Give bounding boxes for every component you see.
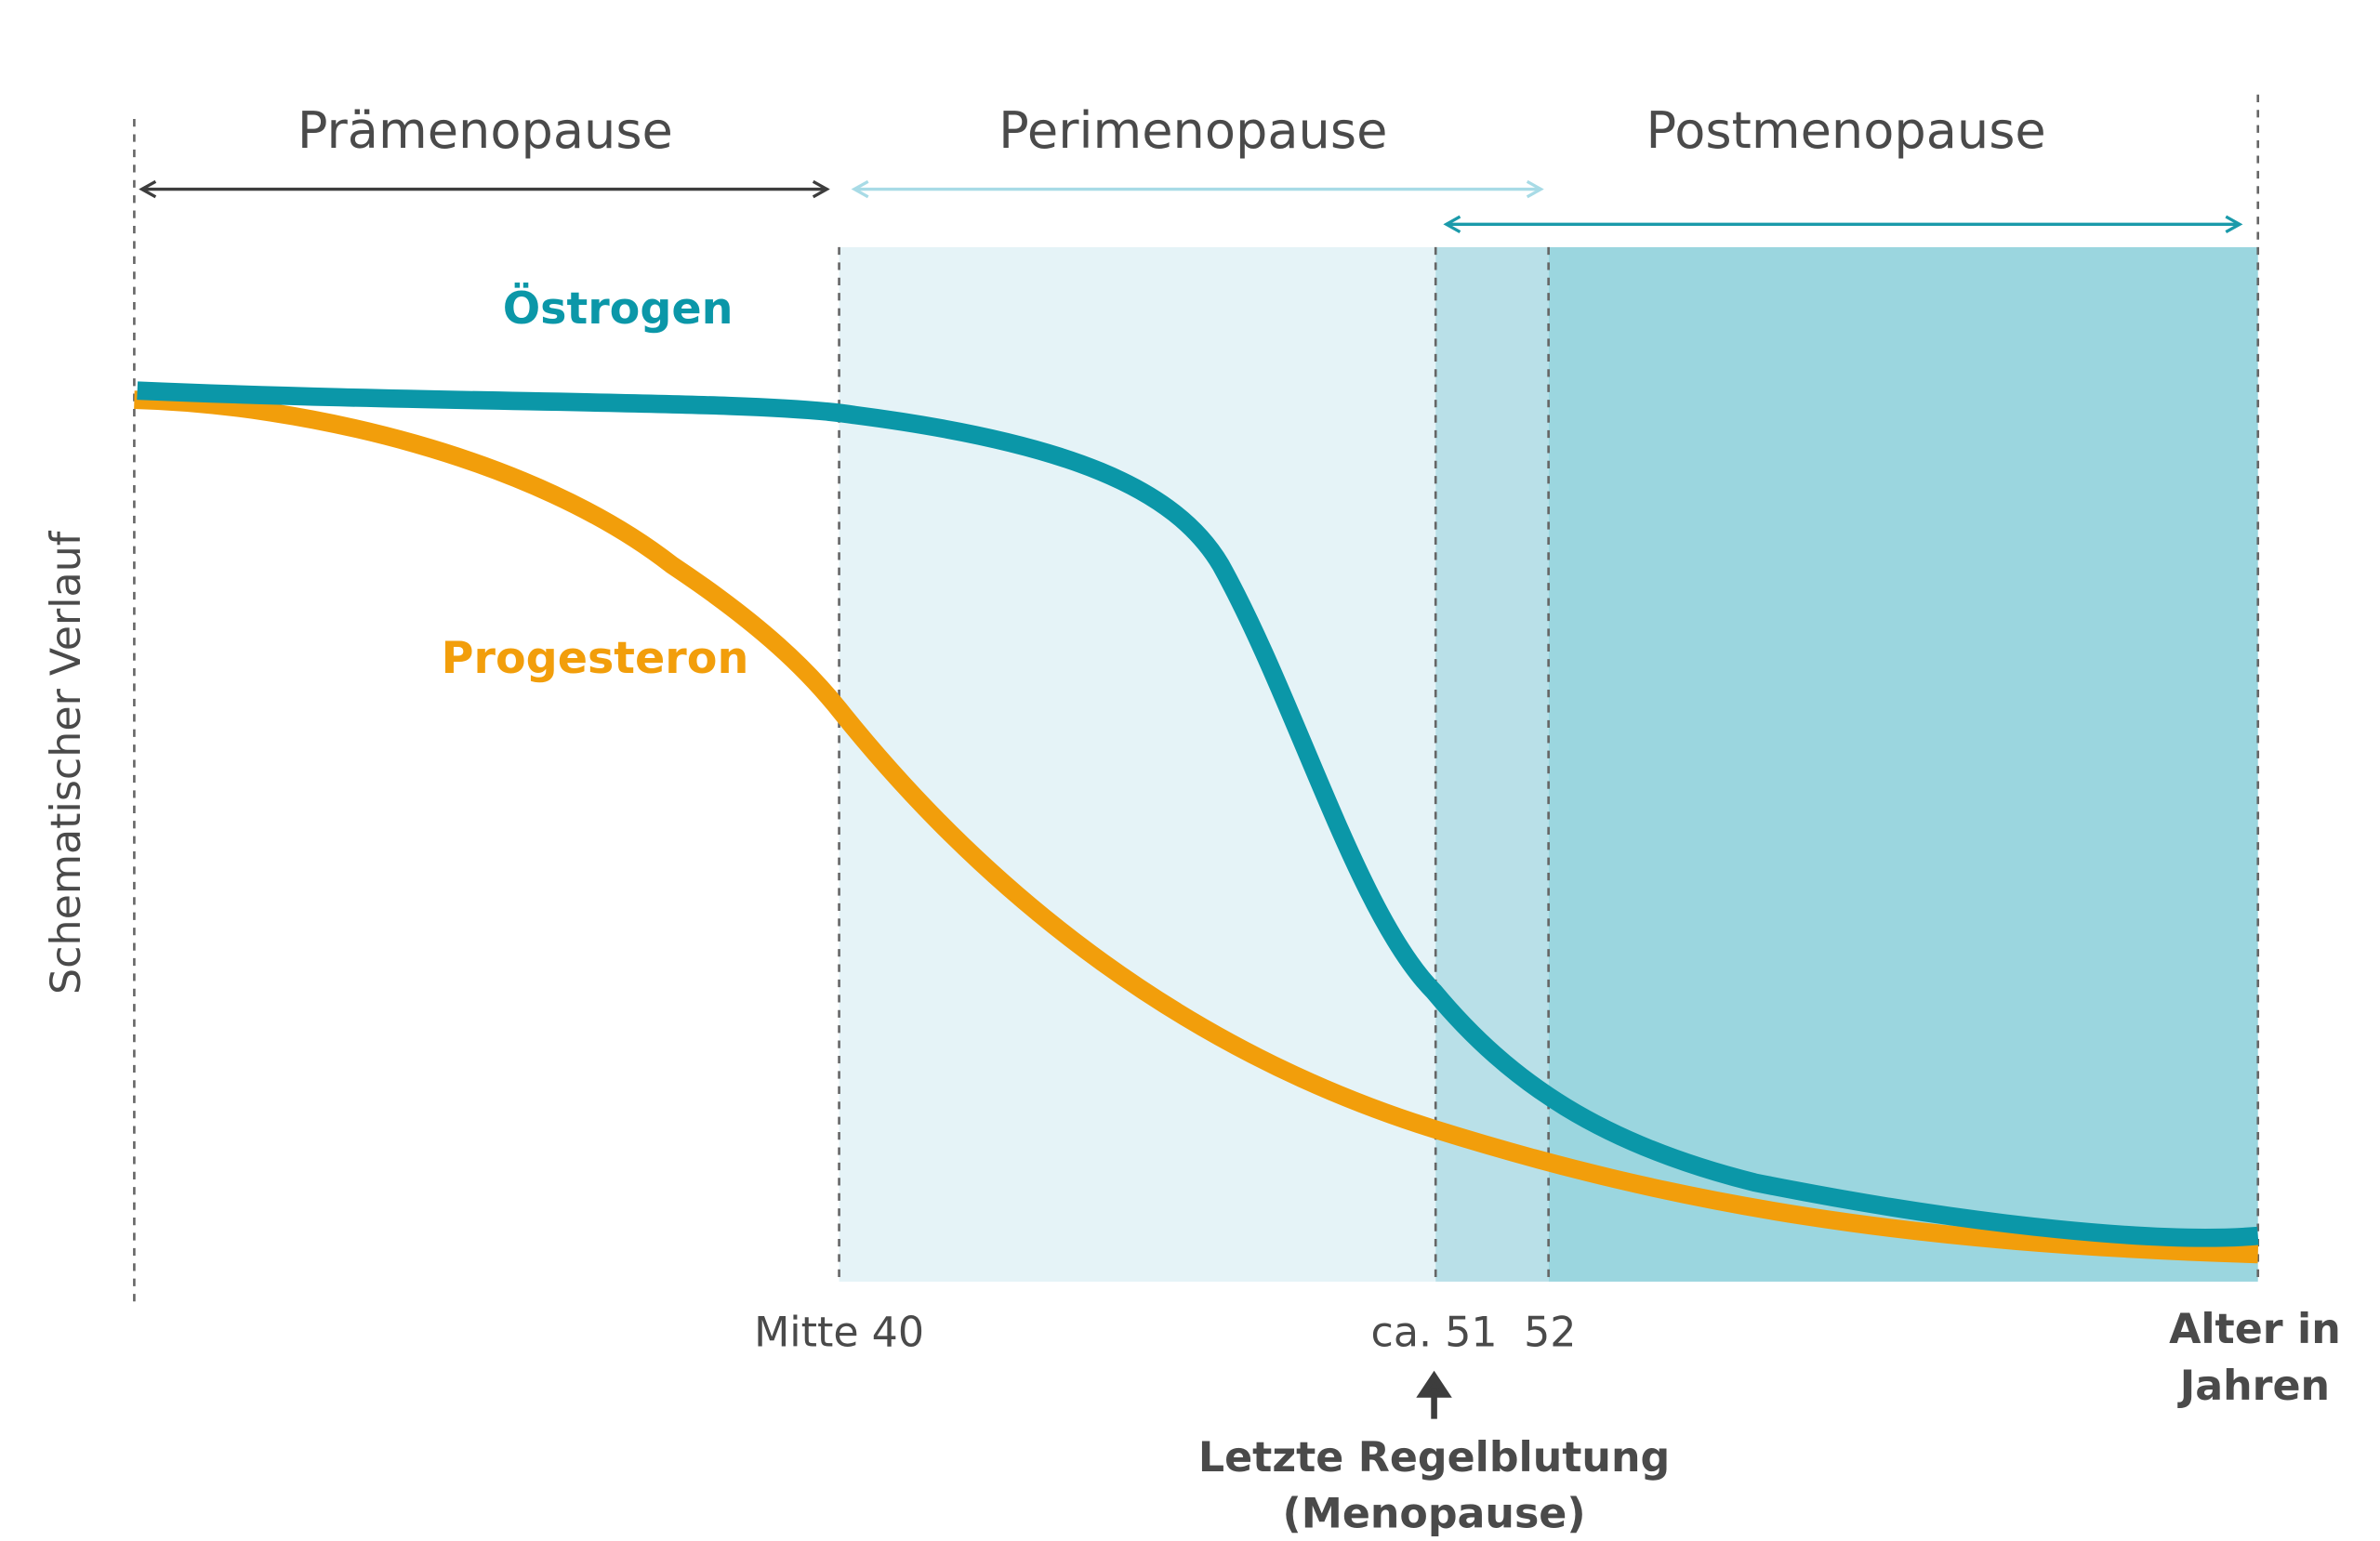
phase-label: Prämenopause (298, 101, 673, 160)
annotation-arrow (1416, 1370, 1452, 1419)
y-axis-label: Schematischer Verlauf (43, 530, 90, 994)
curve-label: Östrogen (503, 282, 734, 335)
x-label: ca. 51 (1371, 1309, 1498, 1356)
x-axis-label: Alter in (2169, 1306, 2341, 1353)
x-axis-label: Jahren (2177, 1363, 2330, 1410)
curve-label: Progesteron (442, 633, 749, 684)
phase-label: Postmenopause (1646, 101, 2046, 160)
post-zone (1548, 246, 2258, 1282)
x-label: 52 (1524, 1309, 1576, 1356)
progesterone-curve (134, 390, 2259, 1264)
annotation: Letzte Regelblutung (1198, 1434, 1670, 1482)
phase-label: Perimenopause (998, 101, 1387, 160)
x-label: Mitte 40 (754, 1309, 924, 1356)
annotation: (Menopause) (1283, 1491, 1586, 1538)
peri-zone (839, 246, 1436, 1282)
estrogen-curve (137, 381, 2259, 1247)
menopause-zone (1435, 246, 1549, 1282)
